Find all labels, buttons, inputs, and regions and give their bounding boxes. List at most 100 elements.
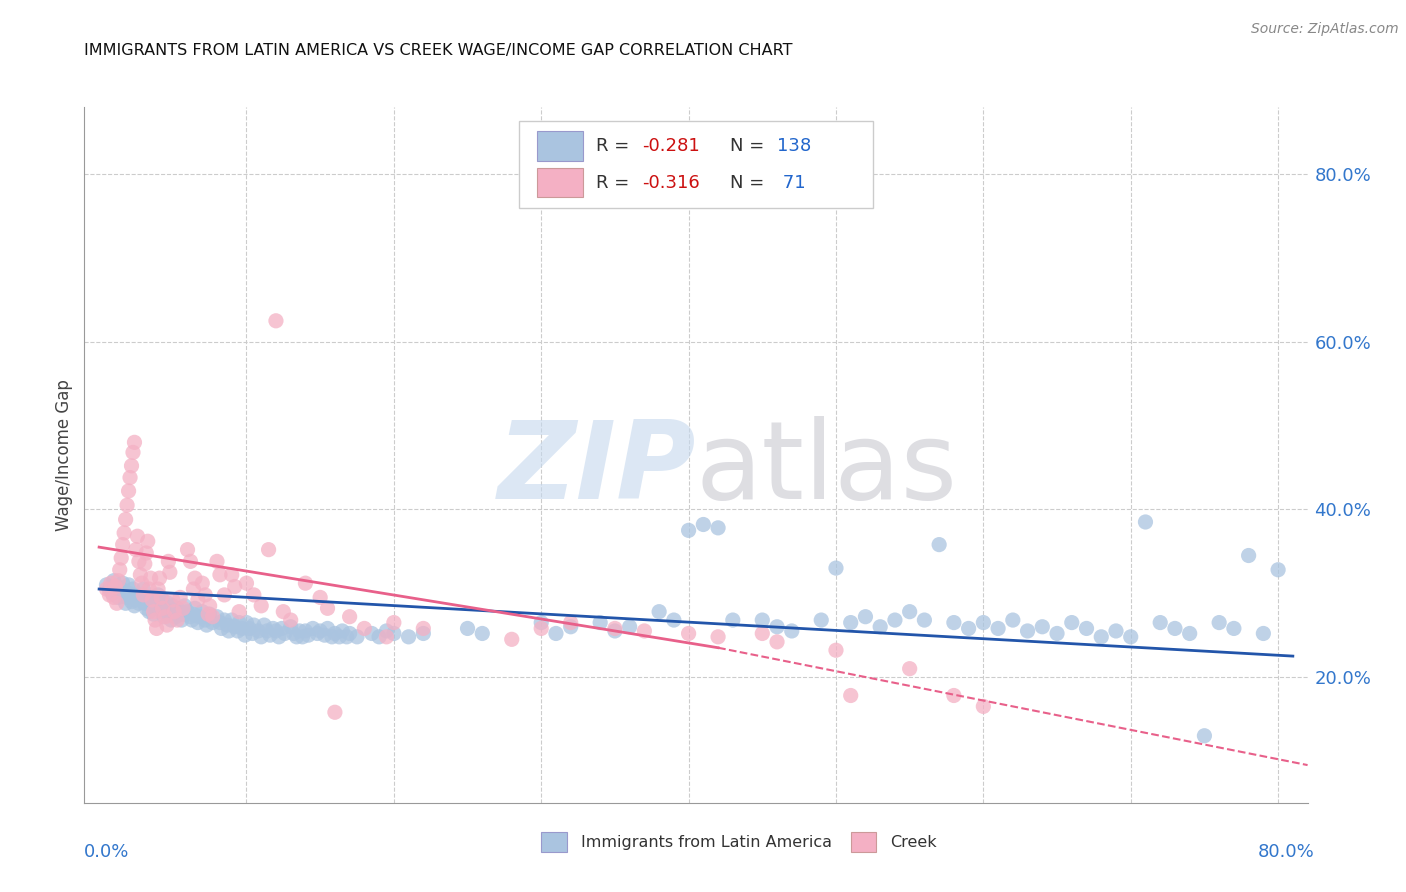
Point [143,599,166,613]
Point [194,588,217,602]
Point [183,582,205,596]
Point [176,542,198,557]
Point [122,582,145,596]
Point [942,689,965,703]
Text: N =: N = [730,137,770,155]
Point [152,593,174,607]
Point [209,622,232,636]
Point [197,607,219,622]
Point [898,605,921,619]
Point [187,593,209,607]
Point [127,593,149,607]
Point [134,557,156,571]
Point [100,576,122,591]
Point [928,538,950,552]
Point [150,603,173,617]
Point [162,593,184,607]
Point [129,567,152,582]
Point [1267,563,1289,577]
Point [194,613,217,627]
Point [166,601,188,615]
Point [139,571,162,585]
Point [156,618,179,632]
Point [692,517,714,532]
Point [221,613,243,627]
Point [285,630,308,644]
Point [412,622,434,636]
Point [280,620,302,634]
Point [810,613,832,627]
Point [264,624,287,638]
Point [766,635,789,649]
Point [110,582,132,596]
Text: 71: 71 [776,174,806,192]
Point [560,620,582,634]
Point [141,591,163,605]
Point [267,630,290,644]
Point [243,618,266,632]
Point [339,626,361,640]
Point [142,605,165,619]
Point [314,628,336,642]
Point [972,615,994,630]
Point [184,601,207,615]
Point [339,609,361,624]
Point [173,599,195,613]
Text: R =: R = [596,137,634,155]
Point [124,435,146,450]
Point [188,609,211,624]
Point [270,622,292,636]
Point [1237,549,1260,563]
Point [259,628,281,642]
Point [179,609,201,624]
Point [307,626,329,640]
Point [264,314,287,328]
Point [195,618,218,632]
Point [165,609,187,624]
Point [297,628,319,642]
Point [141,593,163,607]
Point [1046,626,1069,640]
Point [766,620,789,634]
Point [224,580,246,594]
Point [291,630,314,644]
Text: IMMIGRANTS FROM LATIN AMERICA VS CREEK WAGE/INCOME GAP CORRELATION CHART: IMMIGRANTS FROM LATIN AMERICA VS CREEK W… [84,43,793,58]
Point [544,626,567,640]
Point [152,601,174,615]
Point [253,618,276,632]
Point [139,596,162,610]
Point [1135,515,1157,529]
Point [323,626,346,640]
Point [228,605,250,619]
Point [135,546,157,560]
Point [111,538,134,552]
Point [198,599,221,613]
Point [457,622,479,636]
Point [112,588,135,602]
Text: 138: 138 [776,137,811,155]
Point [619,620,641,634]
Point [117,578,139,592]
Point [1164,622,1187,636]
Point [368,630,391,644]
Point [127,529,149,543]
Point [110,551,132,566]
Point [125,588,148,602]
Point [156,607,179,622]
Point [155,601,177,615]
Point [96,578,118,592]
Point [839,615,862,630]
Point [205,609,228,624]
Point [721,613,744,627]
Point [142,607,165,622]
Point [138,582,160,596]
Point [1194,729,1216,743]
Point [972,699,994,714]
Point [678,524,700,538]
Point [240,626,263,640]
Point [208,567,231,582]
Point [233,628,256,642]
Point [330,624,353,638]
Point [98,588,121,602]
Point [136,534,159,549]
